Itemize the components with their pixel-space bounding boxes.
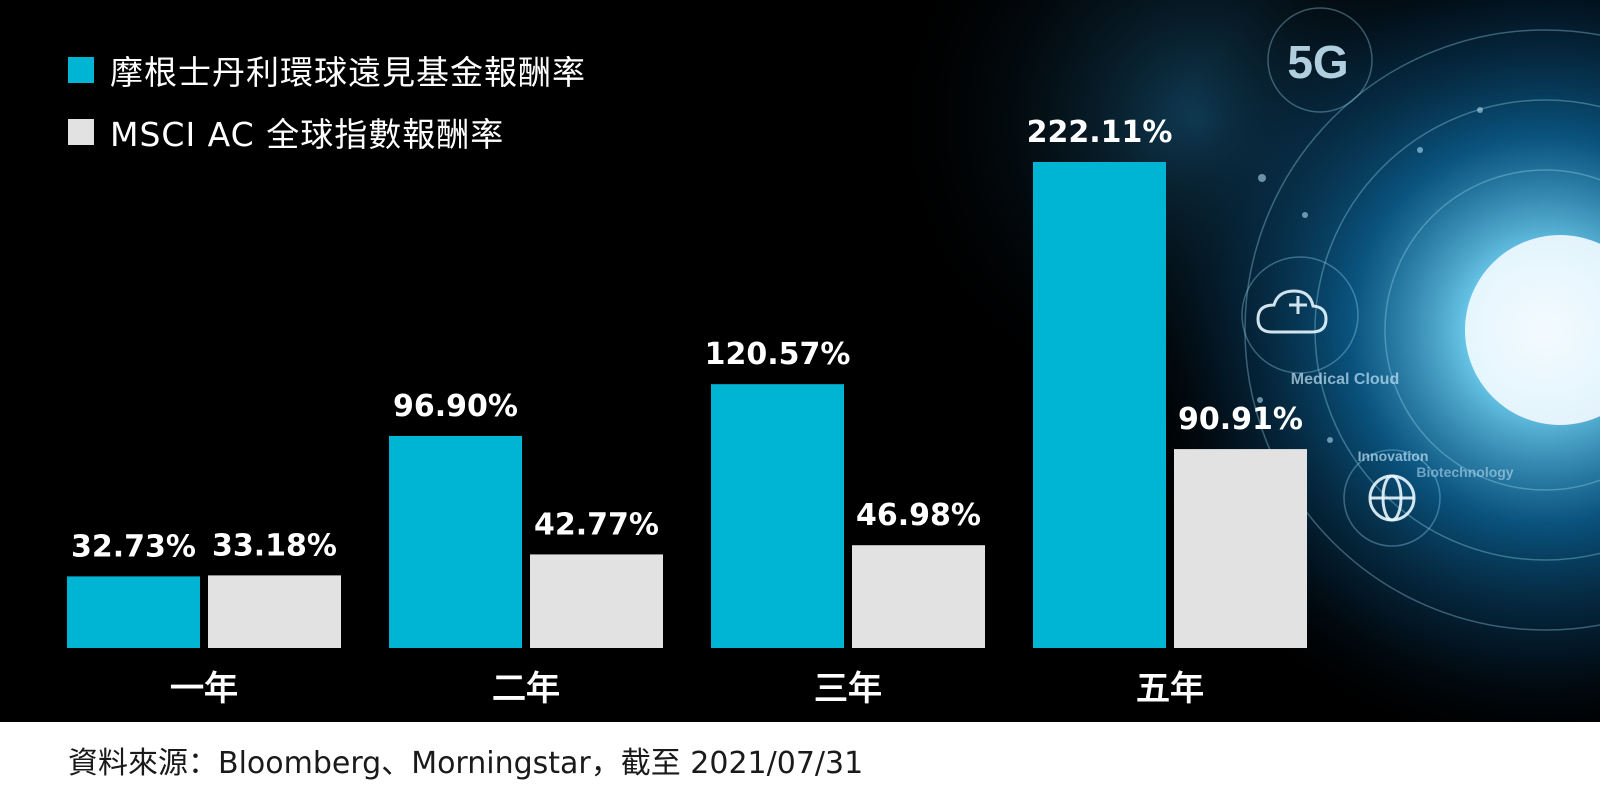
value-label-fund-2: 120.57% [705,337,851,372]
chart-canvas: 5G Medical Cloud Innovation Biotechnolog… [0,0,1600,722]
bar-index-2 [852,545,985,648]
legend-item-fund: 摩根士丹利環球遠見基金報酬率 [68,50,586,92]
value-labels-layer: 32.73% 33.18% 96.90% 42.77% 120.57% 46.98% 222… [71,115,1303,564]
bar-fund-3 [1033,162,1166,648]
bar-fund-0 [67,576,200,648]
legend-swatch-index [68,119,94,145]
bar-index-0 [208,575,341,648]
bg-label-innovation: Innovation [1358,448,1429,464]
value-label-index-2: 46.98% [856,498,981,533]
legend: 摩根士丹利環球遠見基金報酬率 MSCI AC 全球指數報酬率 [68,50,586,174]
value-label-fund-0: 32.73% [71,529,196,564]
legend-label-fund: 摩根士丹利環球遠見基金報酬率 [110,53,586,92]
value-label-fund-3: 222.11% [1027,115,1173,150]
legend-item-index: MSCI AC 全球指數報酬率 [68,112,586,154]
category-label-0: 一年 [170,669,238,709]
bars-layer [67,162,1307,648]
technology-background-graphic: 5G Medical Cloud Innovation Biotechnolog… [800,0,1600,722]
bar-index-1 [530,554,663,648]
globe-network-icon [1368,474,1416,522]
bar-fund-2 [711,384,844,648]
category-label-2: 三年 [814,669,882,709]
source-note: 資料來源：Bloomberg、Morningstar，截至 2021/07/31 [68,746,864,781]
value-label-index-0: 33.18% [212,528,337,563]
value-label-index-1: 42.77% [534,507,659,542]
value-label-fund-1: 96.90% [393,389,518,424]
bg-label-5g: 5G [1287,36,1348,88]
category-labels-layer: 一年 二年 三年 五年 [170,669,1204,709]
bg-label-medical-cloud: Medical Cloud [1291,371,1399,388]
bar-chart: 32.73% 33.18% 96.90% 42.77% 120.57% 46.98% 222… [67,115,1307,709]
cloud-plus-icon [1256,289,1328,334]
bar-index-3 [1174,449,1307,648]
bar-fund-1 [389,435,522,648]
legend-label-index: MSCI AC 全球指數報酬率 [110,115,505,154]
bg-label-biotechnology: Biotechnology [1416,464,1513,480]
category-label-3: 五年 [1136,669,1204,709]
category-label-1: 二年 [492,669,560,709]
legend-swatch-fund [68,57,94,83]
value-label-index-3: 90.91% [1178,402,1303,437]
